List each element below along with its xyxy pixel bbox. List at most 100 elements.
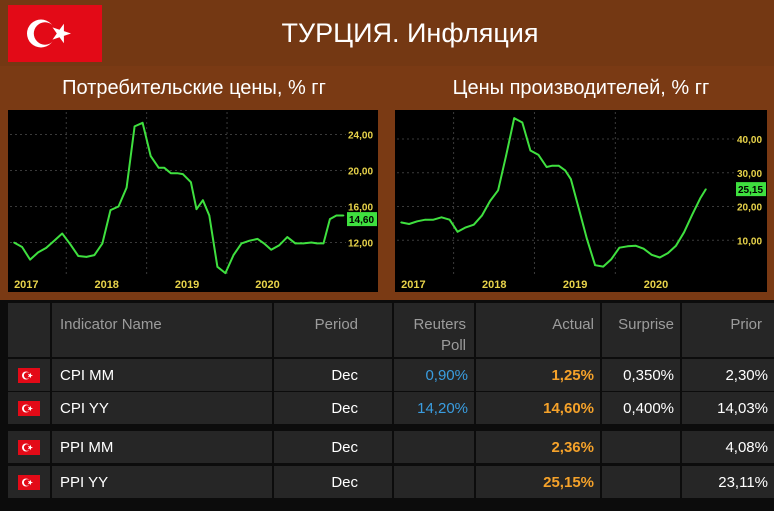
table-row[interactable]: CPI YY Dec 14,20% 14,60% 0,400% 14,03% xyxy=(8,392,774,424)
header-period: Period xyxy=(274,303,394,357)
turkey-flag-icon xyxy=(18,474,40,490)
data-point xyxy=(464,226,467,229)
data-point xyxy=(202,199,204,201)
data-point xyxy=(448,218,451,221)
data-point xyxy=(570,178,572,180)
flag-cell xyxy=(8,466,52,498)
x-tick-label: 2018 xyxy=(482,279,506,291)
current-value-badge: 25,15 xyxy=(736,182,766,197)
x-tick-label: 2019 xyxy=(563,279,587,291)
data-point xyxy=(578,208,580,210)
data-point xyxy=(93,254,96,256)
table-row[interactable]: PPI MM Dec 2,36% 4,08% xyxy=(8,431,774,463)
data-point xyxy=(195,208,198,210)
data-point xyxy=(650,253,653,256)
data-point xyxy=(594,264,596,267)
data-point xyxy=(675,244,677,247)
x-tick-label: 2020 xyxy=(255,279,279,291)
surprise-value: 0,400% xyxy=(602,392,682,424)
x-tick-label: 2019 xyxy=(175,279,199,291)
data-point xyxy=(77,255,80,257)
data-point xyxy=(400,221,402,224)
data-point xyxy=(149,155,152,157)
data-point xyxy=(683,231,685,233)
data-point xyxy=(294,242,297,245)
data-point xyxy=(101,242,104,245)
flag-cell xyxy=(8,359,52,391)
data-point xyxy=(69,243,72,246)
table-header-row: Indicator Name Period Reuters Poll Actua… xyxy=(8,303,774,357)
data-point xyxy=(157,167,160,169)
prior-value: 2,30% xyxy=(682,359,774,391)
data-point xyxy=(117,205,120,208)
data-point xyxy=(310,241,313,244)
data-point xyxy=(537,154,540,156)
prior-value: 23,11% xyxy=(682,466,774,498)
data-point xyxy=(248,239,251,242)
data-point xyxy=(322,242,325,245)
data-point xyxy=(691,214,693,216)
data-point xyxy=(13,241,15,244)
prior-value: 14,03% xyxy=(682,392,774,424)
data-point xyxy=(29,258,31,261)
reuters-poll-value xyxy=(394,466,476,498)
actual-value: 14,60% xyxy=(476,392,602,424)
data-point xyxy=(529,149,532,152)
indicator-table: Indicator Name Period Reuters Poll Actua… xyxy=(0,300,774,511)
data-point xyxy=(163,167,166,169)
x-tick-label: 2017 xyxy=(401,279,425,291)
data-point xyxy=(416,220,419,223)
data-point xyxy=(270,248,273,251)
data-point xyxy=(240,242,243,245)
data-point xyxy=(440,216,443,219)
reuters-poll-value xyxy=(394,431,476,463)
data-point xyxy=(256,238,259,240)
current-value-label: 14,60 xyxy=(349,215,374,226)
data-point xyxy=(208,214,211,217)
header-bar: ТУРЦИЯ. Инфляция xyxy=(0,0,774,66)
data-point xyxy=(335,214,338,217)
period-value: Dec xyxy=(274,431,394,463)
data-point xyxy=(521,121,524,124)
x-tick-label: 2020 xyxy=(644,279,668,291)
data-point xyxy=(232,254,235,256)
data-point xyxy=(302,242,305,245)
data-point xyxy=(497,189,499,192)
indicator-name: CPI YY xyxy=(52,392,274,424)
y-tick-label: 12,00 xyxy=(348,239,373,250)
x-tick-label: 2018 xyxy=(94,279,118,291)
actual-value: 1,25% xyxy=(476,359,602,391)
series-line xyxy=(13,121,344,275)
data-point xyxy=(176,172,178,174)
data-point xyxy=(45,247,47,249)
data-point xyxy=(216,266,219,268)
data-point xyxy=(278,244,281,246)
data-point xyxy=(551,164,554,167)
y-tick-label: 20,00 xyxy=(348,167,373,178)
series-line xyxy=(400,117,707,268)
current-value-label: 25,15 xyxy=(738,185,763,196)
page-title: ТУРЦИЯ. Инфляция xyxy=(281,18,539,48)
data-point xyxy=(125,186,128,189)
surprise-value: 0,350% xyxy=(602,359,682,391)
table-row[interactable]: CPI MM Dec 0,90% 1,25% 0,350% 2,30% xyxy=(8,359,774,391)
data-point xyxy=(545,166,548,168)
current-value-badge: 14,60 xyxy=(347,212,377,227)
ppi-chart: 10,00 20,00 30,00 40,00 2017 2018 2019 2020 25,1… xyxy=(372,110,767,292)
period-value: Dec xyxy=(274,392,394,424)
flag-column-header xyxy=(8,303,52,357)
data-point xyxy=(286,236,289,238)
data-point xyxy=(109,209,112,211)
data-point xyxy=(658,256,661,259)
turkey-flag-icon xyxy=(8,5,102,62)
data-point xyxy=(705,188,707,190)
actual-value: 25,15% xyxy=(476,466,602,498)
y-tick-label: 16,00 xyxy=(348,203,373,214)
data-point xyxy=(564,169,566,172)
data-point xyxy=(610,258,613,260)
y-tick-label: 24,00 xyxy=(348,131,373,142)
data-point xyxy=(61,232,64,235)
data-point xyxy=(505,154,507,156)
table-row[interactable]: PPI YY Dec 25,15% 23,11% xyxy=(8,466,774,498)
y-tick-label: 20,00 xyxy=(737,203,762,214)
